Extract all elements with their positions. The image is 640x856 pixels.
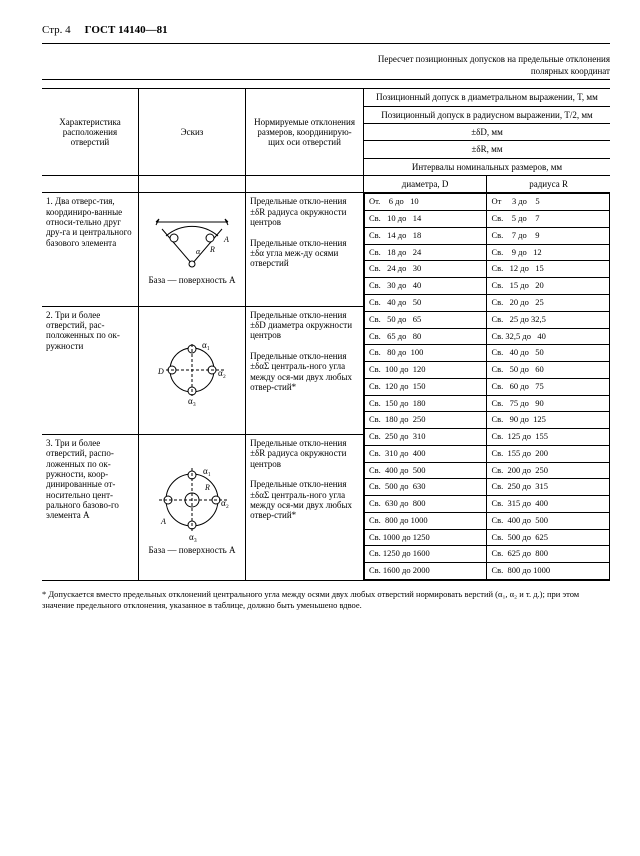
row2-sketch: α₁ α₂ α₃ D xyxy=(138,306,245,434)
col-radr: радиуса R xyxy=(487,176,610,193)
row1-sketch: α R A База — поверхность A xyxy=(138,193,245,306)
row3-char: 3. Три и более отверстий, распо-ложенных… xyxy=(42,434,138,580)
col-sketch: Эскиз xyxy=(138,89,245,176)
svg-text:D: D xyxy=(157,367,164,376)
svg-text:A: A xyxy=(223,235,229,244)
header-rule xyxy=(42,43,610,44)
svg-text:α₁: α₁ xyxy=(203,466,211,476)
row1-norm: Предельные откло-нения ±δR радиуса окруж… xyxy=(246,193,364,306)
footnote: * Допускается вместо предельных отклонен… xyxy=(42,589,610,611)
svg-text:α₂: α₂ xyxy=(221,498,229,508)
sketch3-icon: α₁ α₂ α₃ R A xyxy=(149,460,235,542)
sketch2-icon: α₁ α₂ α₃ D xyxy=(152,334,232,406)
svg-text:α₃: α₃ xyxy=(189,532,197,542)
col-dr: ±δR, мм xyxy=(363,141,610,158)
svg-text:A: A xyxy=(160,517,166,526)
page-header: Стр. 4 ГОСТ 14140—81 xyxy=(42,24,610,37)
sketch1-icon: α R A xyxy=(152,214,232,272)
row3-norm: Предельные откло-нения ±δR радиуса окруж… xyxy=(246,434,364,580)
row2-norm: Предельные откло-нения ±δD диаметра окру… xyxy=(246,306,364,434)
intervals-cell: От. 6 до 10От 3 до 5Св. 10 до 14Св. 5 до… xyxy=(363,193,610,581)
gost-code: ГОСТ 14140—81 xyxy=(85,24,168,37)
main-table: Характеристика расположения отверстий Эс… xyxy=(42,88,610,581)
page-number: Стр. 4 xyxy=(42,24,71,37)
svg-text:α₃: α₃ xyxy=(188,396,196,406)
svg-text:R: R xyxy=(204,483,210,492)
svg-text:R: R xyxy=(209,245,215,254)
col-intervals: Интервалы номинальных размеров, мм xyxy=(363,158,610,175)
row2-char: 2. Три и более отверстий, рас-положенных… xyxy=(42,306,138,434)
col-dd: ±δD, мм xyxy=(363,124,610,141)
row1-char: 1. Два отверс-тия, координиро-ванные отн… xyxy=(42,193,138,306)
col-posrad: Позиционный допуск в радиусном выражении… xyxy=(363,106,610,123)
col-char: Характеристика расположения отверстий xyxy=(42,89,138,176)
row3-sketch: α₁ α₂ α₃ R A База — поверхность A xyxy=(138,434,245,580)
svg-text:α₁: α₁ xyxy=(202,340,210,350)
row3-base: База — поверхность A xyxy=(148,545,235,555)
col-posdia: Позиционный допуск в диаметральном выраж… xyxy=(363,89,610,106)
subtitle: полярных координат xyxy=(42,66,610,80)
row1-base: База — поверхность A xyxy=(148,275,235,285)
title: Пересчет позиционных допусков на предель… xyxy=(42,54,610,64)
col-diad: диаметра, D xyxy=(363,176,486,193)
svg-text:α₂: α₂ xyxy=(218,368,226,378)
col-norm: Нормируемые отклонения размеров, координ… xyxy=(246,89,364,176)
